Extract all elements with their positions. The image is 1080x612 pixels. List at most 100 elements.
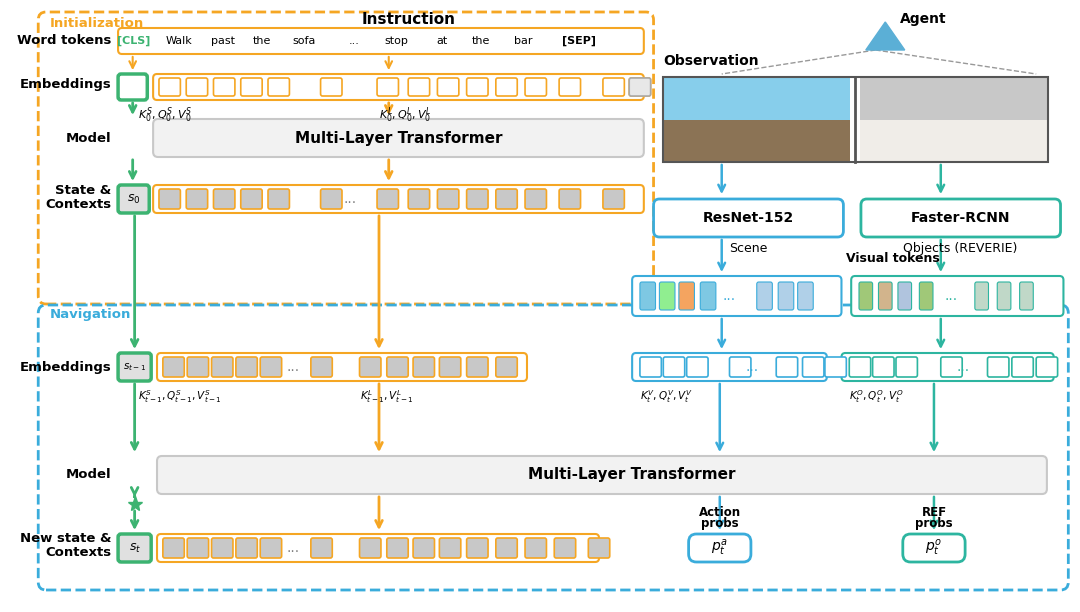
- Text: Contexts: Contexts: [45, 545, 111, 559]
- Text: Action: Action: [699, 506, 741, 518]
- FancyBboxPatch shape: [849, 357, 870, 377]
- FancyBboxPatch shape: [118, 74, 147, 100]
- FancyBboxPatch shape: [873, 357, 894, 377]
- Text: [SEP]: [SEP]: [562, 36, 595, 46]
- Text: $p_t^o$: $p_t^o$: [926, 538, 943, 558]
- Text: stop: stop: [384, 36, 408, 46]
- FancyBboxPatch shape: [377, 78, 399, 96]
- FancyBboxPatch shape: [187, 538, 208, 558]
- FancyBboxPatch shape: [153, 74, 644, 100]
- FancyBboxPatch shape: [1012, 357, 1034, 377]
- FancyBboxPatch shape: [700, 282, 716, 310]
- FancyBboxPatch shape: [311, 538, 333, 558]
- Text: ...: ...: [287, 541, 300, 555]
- FancyBboxPatch shape: [1020, 282, 1034, 310]
- FancyBboxPatch shape: [941, 357, 962, 377]
- Bar: [860, 78, 1048, 120]
- FancyBboxPatch shape: [377, 189, 399, 209]
- Text: past: past: [212, 36, 235, 46]
- FancyBboxPatch shape: [878, 282, 892, 310]
- FancyBboxPatch shape: [118, 28, 644, 54]
- FancyBboxPatch shape: [630, 78, 650, 96]
- FancyBboxPatch shape: [603, 189, 624, 209]
- FancyBboxPatch shape: [157, 534, 599, 562]
- FancyBboxPatch shape: [214, 189, 235, 209]
- FancyBboxPatch shape: [467, 538, 488, 558]
- FancyBboxPatch shape: [159, 189, 180, 209]
- FancyBboxPatch shape: [496, 538, 517, 558]
- Polygon shape: [866, 22, 905, 50]
- Text: at: at: [436, 36, 448, 46]
- Bar: [860, 120, 1048, 162]
- Text: ...: ...: [287, 360, 300, 374]
- Text: $K_{t-1}^L, V_{t-1}^L$: $K_{t-1}^L, V_{t-1}^L$: [360, 388, 414, 405]
- Text: $s_t$: $s_t$: [129, 542, 140, 554]
- FancyBboxPatch shape: [851, 276, 1064, 316]
- Text: Agent: Agent: [900, 12, 946, 26]
- FancyBboxPatch shape: [241, 78, 262, 96]
- FancyBboxPatch shape: [260, 538, 282, 558]
- FancyBboxPatch shape: [163, 538, 185, 558]
- FancyBboxPatch shape: [897, 282, 912, 310]
- FancyBboxPatch shape: [413, 357, 434, 377]
- Bar: [663, 78, 850, 120]
- FancyBboxPatch shape: [235, 538, 257, 558]
- Text: $s_0$: $s_0$: [126, 192, 140, 206]
- FancyBboxPatch shape: [321, 78, 342, 96]
- FancyBboxPatch shape: [779, 282, 794, 310]
- FancyBboxPatch shape: [825, 357, 847, 377]
- Bar: [663, 77, 1048, 162]
- FancyBboxPatch shape: [241, 189, 262, 209]
- FancyBboxPatch shape: [632, 353, 827, 381]
- Text: ...: ...: [745, 360, 758, 374]
- Text: State &: State &: [55, 184, 111, 196]
- Text: Model: Model: [66, 132, 111, 144]
- FancyBboxPatch shape: [554, 538, 576, 558]
- Text: ...: ...: [945, 289, 958, 303]
- Text: Observation: Observation: [663, 54, 759, 68]
- FancyBboxPatch shape: [212, 538, 233, 558]
- FancyBboxPatch shape: [408, 189, 430, 209]
- FancyBboxPatch shape: [321, 189, 342, 209]
- Text: Walk: Walk: [166, 36, 193, 46]
- FancyBboxPatch shape: [496, 78, 517, 96]
- FancyBboxPatch shape: [118, 534, 151, 562]
- FancyBboxPatch shape: [802, 357, 824, 377]
- FancyBboxPatch shape: [260, 357, 282, 377]
- FancyBboxPatch shape: [467, 357, 488, 377]
- FancyBboxPatch shape: [268, 78, 289, 96]
- FancyBboxPatch shape: [559, 189, 581, 209]
- Text: $K_0^L, Q_0^L, V_0^L$: $K_0^L, Q_0^L, V_0^L$: [379, 105, 432, 125]
- FancyBboxPatch shape: [157, 353, 527, 381]
- FancyBboxPatch shape: [163, 357, 185, 377]
- Text: $p_t^a$: $p_t^a$: [712, 538, 728, 558]
- FancyBboxPatch shape: [413, 538, 434, 558]
- FancyBboxPatch shape: [437, 189, 459, 209]
- FancyBboxPatch shape: [663, 357, 685, 377]
- FancyBboxPatch shape: [861, 199, 1061, 237]
- Text: Faster-RCNN: Faster-RCNN: [910, 211, 1010, 225]
- Text: Scene: Scene: [729, 242, 767, 255]
- Text: Visual tokens: Visual tokens: [847, 252, 940, 265]
- FancyBboxPatch shape: [689, 534, 751, 562]
- Text: ...: ...: [957, 360, 970, 374]
- FancyBboxPatch shape: [159, 78, 180, 96]
- FancyBboxPatch shape: [777, 357, 798, 377]
- FancyBboxPatch shape: [798, 282, 813, 310]
- Text: the: the: [472, 36, 490, 46]
- FancyBboxPatch shape: [118, 185, 149, 213]
- FancyBboxPatch shape: [679, 282, 694, 310]
- Text: the: the: [253, 36, 271, 46]
- Text: Word tokens: Word tokens: [17, 34, 111, 47]
- Text: sofa: sofa: [293, 36, 315, 46]
- Text: $K_{t-1}^S, Q_{t-1}^S, V_{t-1}^S$: $K_{t-1}^S, Q_{t-1}^S, V_{t-1}^S$: [137, 388, 221, 405]
- FancyBboxPatch shape: [525, 78, 546, 96]
- Text: ...: ...: [343, 192, 356, 206]
- FancyBboxPatch shape: [408, 78, 430, 96]
- FancyBboxPatch shape: [440, 357, 461, 377]
- FancyBboxPatch shape: [559, 78, 581, 96]
- Text: Objects (REVERIE): Objects (REVERIE): [903, 242, 1017, 255]
- Text: ResNet-152: ResNet-152: [702, 211, 794, 225]
- Text: Multi-Layer Transformer: Multi-Layer Transformer: [528, 468, 735, 482]
- Text: Embeddings: Embeddings: [19, 360, 111, 373]
